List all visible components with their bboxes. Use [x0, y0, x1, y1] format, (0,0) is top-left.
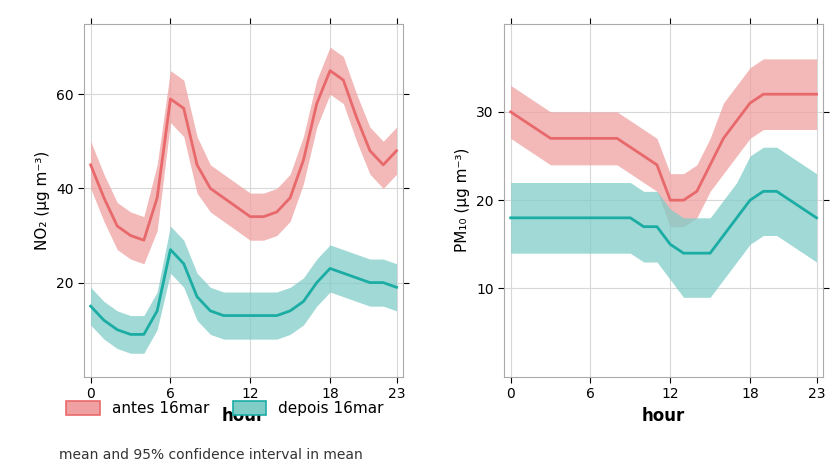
- Legend: antes 16mar, depois 16mar: antes 16mar, depois 16mar: [66, 401, 384, 416]
- X-axis label: hour: hour: [222, 407, 265, 425]
- Y-axis label: NO₂ (μg m⁻³): NO₂ (μg m⁻³): [35, 151, 50, 250]
- Text: mean and 95% confidence interval in mean: mean and 95% confidence interval in mean: [59, 447, 363, 462]
- X-axis label: hour: hour: [642, 407, 685, 425]
- Y-axis label: PM₁₀ (μg m⁻³): PM₁₀ (μg m⁻³): [455, 148, 470, 252]
